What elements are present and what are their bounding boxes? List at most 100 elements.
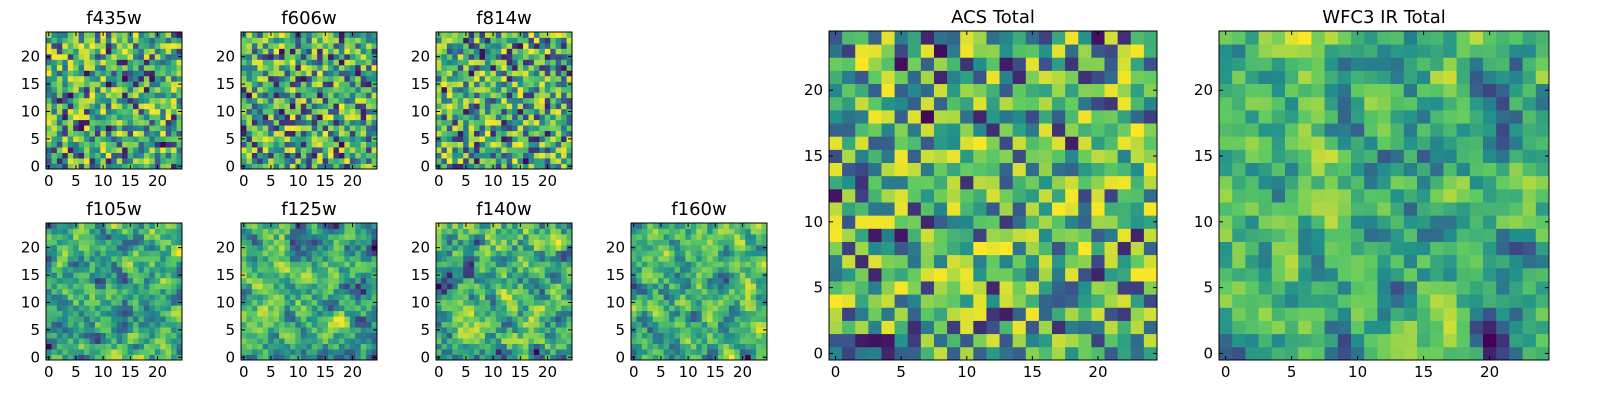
heatmap-cell: [257, 272, 264, 279]
heatmap-cell: [89, 332, 96, 339]
heatmap-cell: [371, 310, 378, 317]
heatmap-cell: [495, 42, 502, 49]
heatmap-cell: [62, 321, 69, 328]
heatmap-cell: [907, 188, 922, 203]
heatmap-cell: [718, 310, 724, 317]
heatmap-cell: [273, 244, 280, 251]
heatmap-cell: [446, 283, 453, 290]
heatmap-cell: [501, 250, 508, 257]
heatmap-cell: [512, 228, 518, 235]
heatmap-cell: [149, 294, 156, 301]
heatmap-cell: [176, 70, 183, 77]
heatmap-cell: [133, 75, 139, 82]
heatmap-cell: [528, 255, 535, 262]
heatmap-cell: [289, 130, 296, 137]
heatmap-cell: [479, 86, 486, 93]
heatmap-cell: [78, 343, 85, 350]
heatmap-cell: [539, 299, 546, 306]
heatmap-cell: [322, 250, 329, 257]
heatmap-cell: [441, 136, 448, 142]
heatmap-cell: [328, 37, 334, 44]
heatmap-cell: [122, 294, 128, 301]
heatmap-cell: [707, 343, 713, 350]
heatmap-cell: [133, 136, 139, 142]
heatmap-cell: [322, 48, 329, 55]
heatmap-cell: [761, 321, 768, 328]
heatmap-cell: [300, 86, 307, 93]
heatmap-cell: [311, 141, 318, 148]
heatmap-cell: [474, 343, 480, 350]
heatmap-cell: [311, 103, 318, 110]
heatmap-cell: [149, 228, 156, 235]
heatmap-cell: [441, 272, 448, 279]
heatmap-cell: [894, 175, 909, 190]
heatmap-cell: [528, 294, 535, 301]
heatmap-cell: [257, 305, 264, 312]
heatmap-cell: [474, 338, 480, 344]
heatmap-cell: [100, 294, 107, 301]
heatmap-cell: [1091, 307, 1105, 321]
heatmap-cell: [94, 250, 101, 257]
heatmap-cell: [116, 141, 123, 148]
heatmap-cell: [138, 108, 145, 115]
heatmap-cell: [495, 48, 502, 55]
heatmap-cell: [468, 59, 475, 66]
heatmap-cell: [842, 294, 856, 308]
heatmap-cell: [46, 277, 52, 284]
heatmap-cell: [371, 70, 378, 77]
heatmap-cell: [468, 103, 475, 110]
heatmap-cell: [484, 141, 491, 148]
heatmap-cell: [289, 42, 296, 49]
heatmap-cell: [73, 349, 80, 355]
heatmap-cell: [512, 343, 518, 350]
heatmap-cell: [284, 147, 291, 153]
heatmap-cell: [371, 283, 378, 290]
heatmap-cell: [463, 59, 470, 66]
heatmap-cell: [436, 283, 442, 290]
heatmap-cell: [523, 114, 529, 121]
heatmap-cell: [116, 163, 123, 170]
heatmap-cell: [960, 254, 974, 269]
heatmap-cell: [344, 136, 351, 142]
heatmap-cell: [718, 299, 724, 306]
heatmap-cell: [268, 86, 275, 93]
heatmap-cell: [463, 53, 470, 60]
heatmap-cell: [1065, 188, 1079, 203]
heatmap-cell: [707, 250, 713, 257]
heatmap-cell: [933, 294, 948, 308]
heatmap-cell: [647, 294, 654, 301]
heatmap-cell: [696, 239, 703, 246]
heatmap-cell: [1065, 254, 1079, 269]
heatmap-cell: [436, 114, 442, 121]
heatmap-cell: [436, 92, 442, 99]
heatmap-cell: [933, 267, 948, 282]
heatmap-cell: [89, 288, 96, 295]
heatmap-cell: [262, 343, 269, 350]
heatmap-cell: [94, 310, 101, 317]
heatmap-cell: [658, 250, 665, 257]
heatmap-cell: [690, 332, 697, 339]
heatmap-cell: [371, 332, 378, 339]
heatmap-cell: [674, 266, 681, 273]
heatmap-cell: [300, 125, 307, 132]
heatmap-cell: [446, 223, 453, 229]
heatmap-cell: [311, 125, 318, 132]
heatmap-cell: [679, 349, 686, 355]
heatmap-cell: [1091, 175, 1105, 190]
heatmap-cell: [149, 103, 156, 110]
heatmap-cell: [262, 163, 269, 170]
heatmap-cell: [1025, 228, 1040, 242]
heatmap-cell: [116, 321, 123, 328]
heatmap-cell: [84, 130, 90, 137]
heatmap-cell: [712, 277, 719, 284]
heatmap-cell: [100, 255, 107, 262]
heatmap-cell: [446, 103, 453, 110]
heatmap-cell: [1130, 188, 1145, 203]
heatmap-cell: [273, 130, 280, 137]
heatmap-cell: [171, 332, 177, 339]
heatmap-cell: [322, 233, 329, 240]
heatmap-cell: [669, 239, 675, 246]
heatmap-cell: [463, 152, 470, 159]
heatmap-cell: [322, 321, 329, 328]
heatmap-cell: [51, 42, 58, 49]
